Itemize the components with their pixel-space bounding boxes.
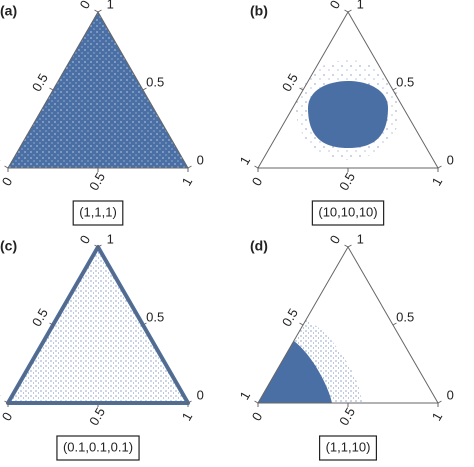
tick-label: 0.5	[279, 306, 301, 329]
tick-label: 0	[249, 410, 266, 424]
panel-label: (d)	[250, 238, 268, 254]
parameter-box: (1,1,1)	[72, 200, 124, 226]
parameter-label: (10,10,10)	[318, 204, 377, 219]
tick-label: 1	[357, 0, 364, 11]
tick-label: 0.5	[86, 170, 108, 193]
tick-mark	[49, 322, 54, 326]
tick-label: 1	[429, 410, 446, 424]
point-cloud	[308, 81, 388, 148]
tick-label: 1	[179, 410, 196, 424]
tick-label: 0	[249, 175, 266, 189]
tick-mark	[392, 322, 397, 326]
tick-label: 0	[0, 410, 15, 424]
parameter-box-frame	[318, 435, 378, 461]
tick-label: 0.5	[396, 309, 414, 324]
tick-mark	[437, 165, 442, 169]
tick-mark	[187, 400, 192, 404]
tick-label: 0.5	[146, 74, 164, 89]
tick-mark	[437, 400, 442, 404]
tick-label: 0.5	[29, 306, 51, 329]
tick-label: 1	[0, 389, 3, 403]
parameter-box-frame	[56, 435, 140, 461]
tick-mark	[142, 322, 147, 326]
parameter-box-frame	[311, 200, 385, 226]
ternary-panel: (d)(1,1,10)00.510 0.5 100.51	[237, 231, 454, 461]
tick-mark	[344, 244, 349, 248]
tick-mark	[142, 87, 147, 91]
tick-mark	[254, 400, 259, 404]
parameter-label: (1,1,10)	[326, 439, 371, 454]
tick-label: 0.5	[86, 405, 108, 428]
tick-label: 0	[327, 0, 344, 11]
tick-label: 0	[197, 387, 204, 402]
point-cloud-sparse	[8, 247, 188, 403]
tick-label: 1	[357, 231, 364, 246]
tick-mark	[392, 87, 397, 91]
tick-mark	[347, 244, 352, 248]
tick-mark	[187, 165, 192, 169]
tick-label: 1	[179, 175, 196, 189]
tick-label: 1	[237, 154, 254, 168]
point-cloud-speckle	[8, 12, 188, 168]
tick-label: 0.5	[146, 309, 164, 324]
parameter-box: (0.1,0.1,0.1)	[56, 435, 140, 461]
tick-label: 1	[429, 175, 446, 189]
tick-label: 1	[107, 231, 114, 246]
tick-mark	[49, 87, 54, 91]
tick-label: 0	[447, 387, 454, 402]
tick-mark	[94, 9, 99, 13]
panel-label: (b)	[250, 3, 268, 19]
tick-mark	[254, 165, 259, 169]
tick-label: 1	[107, 0, 114, 11]
panel-label: (c)	[0, 238, 17, 254]
parameter-label: (0.1,0.1,0.1)	[63, 439, 133, 454]
tick-label: 0	[447, 152, 454, 167]
tick-label: 0.5	[29, 71, 51, 94]
tick-label: 0	[197, 152, 204, 167]
tick-mark	[4, 165, 9, 169]
tick-mark	[344, 9, 349, 13]
tick-mark	[299, 87, 304, 91]
tick-mark	[299, 322, 304, 326]
tick-mark	[97, 244, 102, 248]
ternary-panel: (a)(1,1,1)00.510 0.5 100.51	[0, 0, 204, 226]
tick-mark	[347, 9, 352, 13]
parameter-box-frame	[72, 200, 124, 226]
panel-label: (a)	[0, 3, 17, 19]
ternary-panel: (b)(10,10,10)00.510 0.5 100.51	[237, 0, 454, 226]
ternary-panel: (c)(0.1,0.1,0.1)00.510 0.5 100.51	[0, 231, 204, 461]
tick-label: 0.5	[396, 74, 414, 89]
tick-label: 0	[77, 0, 94, 11]
tick-label: 0	[77, 233, 94, 247]
tick-label: 0	[0, 175, 15, 189]
tick-mark	[94, 244, 99, 248]
tick-label: 0.5	[336, 170, 358, 193]
tick-label: 0.5	[279, 71, 301, 94]
parameter-box: (10,10,10)	[311, 200, 385, 226]
tick-label: 1	[0, 154, 3, 168]
tick-mark	[4, 400, 9, 404]
tick-label: 0	[327, 233, 344, 247]
tick-label: 0.5	[336, 405, 358, 428]
point-cloud	[258, 341, 332, 403]
tick-label: 1	[237, 389, 254, 403]
tick-mark	[97, 9, 102, 13]
parameter-label: (1,1,1)	[79, 204, 117, 219]
parameter-box: (1,1,10)	[318, 435, 378, 461]
